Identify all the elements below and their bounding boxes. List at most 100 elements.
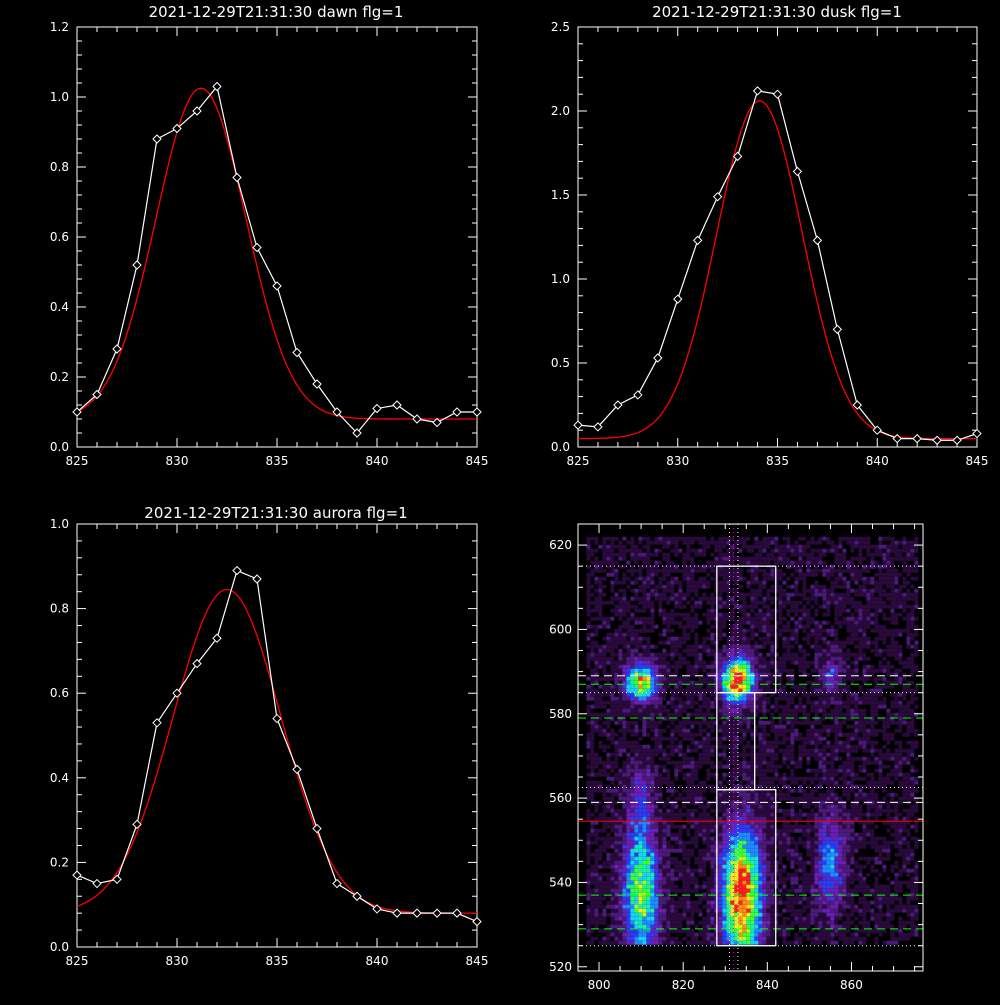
heatmap-cell xyxy=(674,549,678,553)
heatmap-cell xyxy=(774,773,778,777)
heatmap-cell xyxy=(590,761,594,765)
heatmap-cell xyxy=(606,733,610,737)
heatmap-cell xyxy=(642,789,646,793)
heatmap-cell xyxy=(710,569,714,573)
heatmap-cell xyxy=(890,633,894,637)
heatmap-cell xyxy=(790,585,794,589)
heatmap-cell xyxy=(678,621,682,625)
heatmap-cell xyxy=(786,537,790,541)
heatmap-cell xyxy=(850,797,854,801)
heatmap-cell xyxy=(654,733,658,737)
heatmap-cell xyxy=(586,745,590,749)
dusk-y-tick-label: 1.5 xyxy=(551,188,570,202)
heatmap-cell xyxy=(834,737,838,741)
dawn-data-point xyxy=(273,282,281,290)
heatmap-cell xyxy=(682,633,686,637)
heatmap-cell xyxy=(710,785,714,789)
heatmap-cell xyxy=(706,745,710,749)
heatmap-cell xyxy=(842,585,846,589)
heatmap-cell xyxy=(742,549,746,553)
heatmap-cell xyxy=(782,785,786,789)
heatmap-cell xyxy=(814,649,818,653)
heatmap-cell xyxy=(698,697,702,701)
heatmap-cell xyxy=(810,597,814,601)
heatmap-cell xyxy=(762,781,766,785)
heatmap-cell xyxy=(594,665,598,669)
heatmap-cell xyxy=(822,713,826,717)
heatmap-cell xyxy=(798,561,802,565)
heatmap-cell xyxy=(914,589,918,593)
dusk-y-tick-label: 0.5 xyxy=(551,356,570,370)
heatmap-cell xyxy=(814,749,818,753)
heatmap-cell xyxy=(674,761,678,765)
heatmap-cell xyxy=(706,597,710,601)
heatmap-cell xyxy=(738,637,742,641)
heatmap-cell xyxy=(654,805,658,809)
heatmap-cell xyxy=(830,649,834,653)
heatmap-cell xyxy=(870,541,874,545)
heatmap-cell xyxy=(686,545,690,549)
dawn-title: 2021-12-29T21:31:30 dawn flg=1 xyxy=(149,3,404,21)
heatmap-cell xyxy=(586,625,590,629)
heatmap-cell xyxy=(878,729,882,733)
heatmap-cell xyxy=(702,565,706,569)
heatmap-cell xyxy=(898,553,902,557)
heatmap-cell xyxy=(706,725,710,729)
heatmap-cell xyxy=(690,545,694,549)
heatmap-cell xyxy=(702,545,706,549)
heatmap-cell xyxy=(654,569,658,573)
heatmap-cell xyxy=(826,805,830,809)
heatmap-cell xyxy=(794,545,798,549)
heatmap-cell xyxy=(666,581,670,585)
heatmap-cell xyxy=(586,557,590,561)
heatmap-cell xyxy=(906,729,910,733)
heatmap-cell xyxy=(742,569,746,573)
heatmap-cell xyxy=(594,541,598,545)
heatmap-cell xyxy=(878,789,882,793)
heatmap-cell xyxy=(862,745,866,749)
heatmap-cell xyxy=(834,765,838,769)
heatmap-cell xyxy=(802,797,806,801)
heatmap-cell xyxy=(906,777,910,781)
heatmap-cell xyxy=(686,785,690,789)
heatmap-cell xyxy=(650,645,654,649)
heatmap-cell xyxy=(706,769,710,773)
heatmap-cell xyxy=(650,729,654,733)
heatmap-cell xyxy=(634,777,638,781)
heatmap-cell xyxy=(626,709,630,713)
heatmap-cell xyxy=(814,653,818,657)
heatmap-cell xyxy=(626,609,630,613)
heatmap-cell xyxy=(682,749,686,753)
heatmap-cell xyxy=(822,797,826,801)
heatmap-cell xyxy=(894,577,898,581)
heatmap-cell xyxy=(770,769,774,773)
heatmap-cell xyxy=(834,617,838,621)
heatmap-cell xyxy=(666,701,670,705)
heatmap-cell xyxy=(642,545,646,549)
heatmap-cell xyxy=(690,761,694,765)
heatmap-cell xyxy=(794,737,798,741)
heatmap-cell xyxy=(890,645,894,649)
heatmap-cell xyxy=(850,769,854,773)
aurora-data-point xyxy=(273,715,281,723)
heatmap-cell xyxy=(854,597,858,601)
heatmap-cell xyxy=(718,729,722,733)
heatmap-cell xyxy=(910,789,914,793)
heatmap-cell xyxy=(602,621,606,625)
heatmap-cell xyxy=(746,545,750,549)
heatmap-cell xyxy=(854,785,858,789)
heatmap-cell xyxy=(846,673,850,677)
heatmap-cell xyxy=(694,689,698,693)
heatmap-cell xyxy=(738,721,742,725)
heatmap-cell xyxy=(622,601,626,605)
heatmap-cell xyxy=(766,709,770,713)
heatmap-cell xyxy=(722,545,726,549)
heatmap-cell xyxy=(614,753,618,757)
heatmap-cell xyxy=(590,645,594,649)
heatmap-cell xyxy=(758,665,762,669)
heatmap-cell xyxy=(822,661,826,665)
heatmap-cell xyxy=(870,725,874,729)
heatmap-cell xyxy=(906,689,910,693)
heatmap-cell xyxy=(738,569,742,573)
